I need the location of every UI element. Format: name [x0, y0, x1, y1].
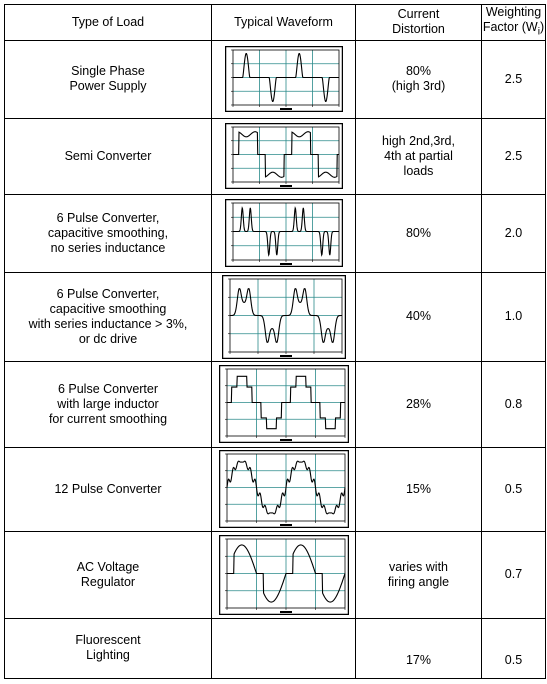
waveform-six-pulse-large-inductor [218, 365, 349, 443]
distortion-cell: varies with firing angle [355, 530, 482, 619]
waveform-cell [211, 446, 356, 532]
table-row: 6 Pulse Converter, capacitive smoothing … [4, 271, 546, 362]
factor-cell: 0.7 [481, 530, 546, 619]
load-type-cell: 6 Pulse Converter, capacitive smoothing … [4, 271, 212, 362]
table-header-row: Type of Load Typical Waveform Current Di… [4, 4, 546, 41]
factor-cell: 1.0 [481, 271, 546, 362]
factor-cell: 0.5 [481, 617, 546, 679]
header-type-of-load: Type of Load [4, 4, 212, 41]
factor-cell: 0.5 [481, 446, 546, 532]
waveform-cell [211, 530, 356, 619]
waveform-cell [211, 193, 356, 273]
distortion-cell: 28% [355, 360, 482, 448]
weighting-factor-label: Weighting Factor (W [482, 5, 542, 34]
load-type-cell: Fluorescent Lighting [4, 617, 212, 679]
load-type-cell: AC Voltage Regulator [4, 530, 212, 619]
weighting-factor-subscript: i [537, 26, 540, 38]
table-row: AC Voltage Regulator varies with firing … [4, 530, 546, 619]
waveform-six-pulse-capacitive [224, 199, 343, 267]
distortion-cell: 40% [355, 271, 482, 362]
waveform-cell [211, 39, 356, 119]
distortion-cell: 17% [355, 617, 482, 679]
waveform-cell [211, 271, 356, 362]
load-type-cell: 6 Pulse Converter, capacitive smoothing,… [4, 193, 212, 273]
waveform-cell [211, 360, 356, 448]
table-row: 12 Pulse Converter 15% 0.5 [4, 446, 546, 532]
waveform-twelve-pulse [218, 450, 349, 528]
factor-cell: 2.5 [481, 39, 546, 119]
distortion-cell: 80% (high 3rd) [355, 39, 482, 119]
table-row: 6 Pulse Converter with large inductor fo… [4, 360, 546, 448]
waveform-single-phase [224, 46, 343, 112]
waveform-semi-converter [224, 123, 343, 189]
weighting-factor-close: ) [540, 20, 545, 34]
header-current-distortion: Current Distortion [355, 4, 482, 41]
load-type-cell: Single Phase Power Supply [4, 39, 212, 119]
load-type-cell: 12 Pulse Converter [4, 446, 212, 532]
load-type-cell: 6 Pulse Converter with large inductor fo… [4, 360, 212, 448]
waveform-ac-voltage-regulator [218, 534, 349, 615]
waveform-cell [211, 117, 356, 195]
load-weighting-table: Type of Load Typical Waveform Current Di… [4, 4, 546, 679]
factor-cell: 0.8 [481, 360, 546, 448]
waveform-six-pulse-inductance [221, 274, 346, 359]
distortion-cell: high 2nd,3rd, 4th at partial loads [355, 117, 482, 195]
waveform-cell-empty [211, 617, 356, 679]
header-typical-waveform: Typical Waveform [211, 4, 356, 41]
table-row: Fluorescent Lighting 17% 0.5 [4, 617, 546, 679]
load-type-cell: Semi Converter [4, 117, 212, 195]
header-weighting-factor: Weighting Factor (Wi) [481, 4, 546, 41]
distortion-cell: 80% [355, 193, 482, 273]
table-row: Single Phase Power Supply 80% (high 3rd)… [4, 39, 546, 119]
table-row: Semi Converter high 2nd,3rd, 4th at part… [4, 117, 546, 195]
distortion-cell: 15% [355, 446, 482, 532]
factor-cell: 2.0 [481, 193, 546, 273]
factor-cell: 2.5 [481, 117, 546, 195]
table-row: 6 Pulse Converter, capacitive smoothing,… [4, 193, 546, 273]
